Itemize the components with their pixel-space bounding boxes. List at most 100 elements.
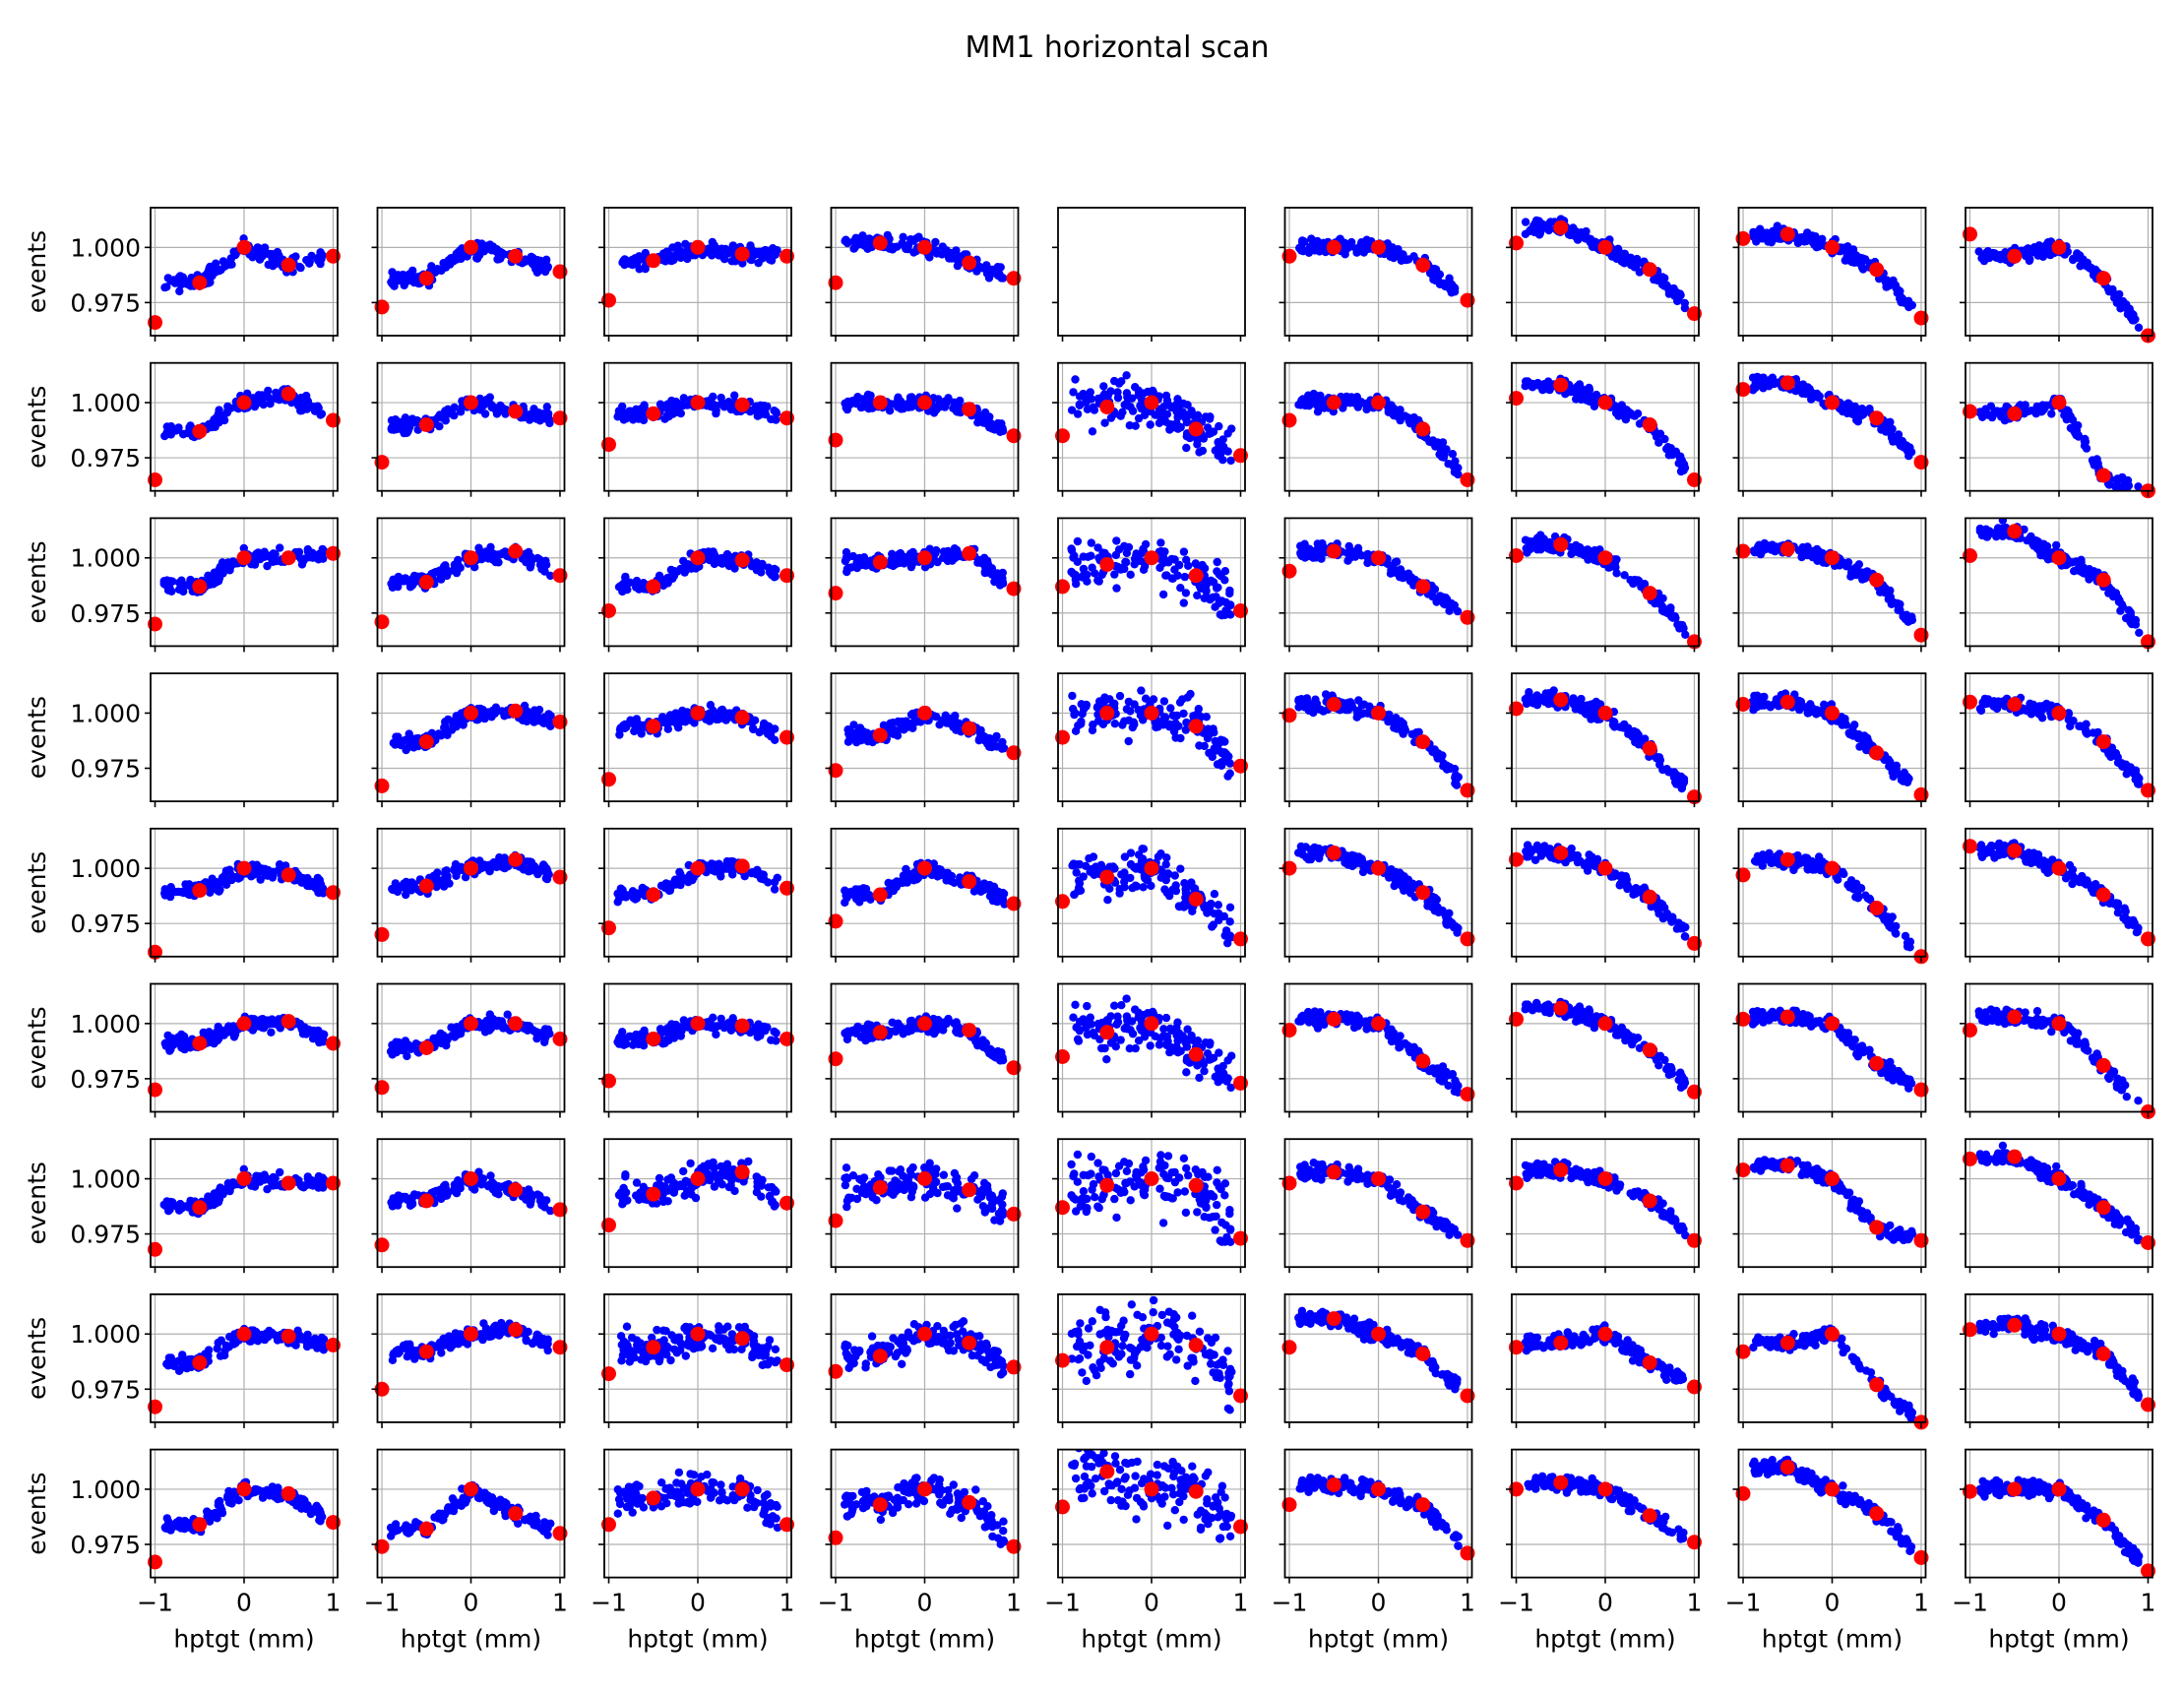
scan-point (985, 418, 995, 427)
scan-point (842, 552, 851, 562)
scan-point (720, 255, 729, 264)
scan-point (1521, 218, 1530, 226)
scan-point (730, 391, 739, 400)
scan-point (487, 246, 496, 255)
scan-point (1298, 236, 1307, 245)
scan-point (296, 554, 306, 564)
scan-point (1428, 588, 1437, 597)
scan-point (656, 574, 665, 583)
scan-point (753, 411, 762, 420)
scan-point (1680, 303, 1690, 313)
subplot-r2-c7 (1506, 361, 1702, 497)
scan-point (663, 724, 672, 733)
scan-point (433, 265, 443, 274)
scan-point (1450, 468, 1460, 476)
scan-point (1653, 276, 1661, 284)
scan-point (2033, 537, 2042, 546)
scan-point (943, 556, 953, 566)
subplot-r3-c7 (1506, 517, 1702, 653)
scan-point (2088, 456, 2097, 465)
scan-point (1099, 382, 1108, 391)
scan-point (1341, 250, 1349, 259)
scan-point (185, 581, 194, 590)
scan-point (260, 243, 270, 252)
summary-point (917, 705, 932, 721)
scan-point (1102, 390, 1112, 400)
scan-point (2117, 482, 2127, 491)
scan-point (2040, 551, 2049, 560)
scan-point (1117, 377, 1126, 386)
summary-point (646, 406, 661, 421)
scan-point (1907, 300, 1917, 310)
scan-point (1812, 391, 1821, 401)
scan-point (526, 563, 534, 572)
scan-point (1141, 539, 1151, 549)
scan-point (390, 739, 400, 748)
summary-point (1099, 557, 1115, 572)
scan-point (545, 418, 554, 428)
scan-point (185, 423, 194, 432)
scan-point (1088, 427, 1097, 436)
scan-point (1122, 389, 1132, 398)
scan-point (1591, 555, 1599, 564)
scan-point (1838, 402, 1846, 410)
subplot-r1-c3 (598, 207, 794, 342)
scan-point (1211, 602, 1219, 611)
scan-point (746, 241, 755, 250)
summary-point (690, 239, 706, 255)
scan-point (1999, 527, 2008, 535)
scan-point (2052, 540, 2061, 550)
scan-point (1676, 290, 1685, 300)
scan-point (1676, 620, 1685, 630)
scan-point (1298, 247, 1308, 256)
scan-point (1667, 446, 1676, 455)
scan-point (858, 554, 867, 563)
scan-point (669, 714, 678, 723)
scan-point (1798, 542, 1807, 552)
scan-point (1527, 539, 1535, 548)
summary-point (1326, 395, 1342, 410)
summary-point (192, 423, 208, 439)
summary-point (1597, 239, 1613, 255)
scan-point (1086, 388, 1095, 397)
subplot-r2-c5 (1052, 361, 1248, 497)
summary-point (1869, 572, 1885, 588)
scan-point (2047, 409, 2056, 418)
scan-point (1634, 576, 1643, 585)
scan-point (764, 563, 774, 572)
scan-point (2025, 256, 2034, 266)
scan-point (1115, 691, 1125, 701)
scan-point (1997, 409, 2007, 419)
scan-point (718, 559, 726, 568)
scan-point (1894, 601, 1903, 610)
scan-point (1585, 546, 1593, 555)
scan-point (1450, 283, 1459, 292)
summary-point (418, 271, 434, 286)
scan-point (1749, 227, 1758, 237)
scan-point (932, 404, 941, 412)
summary-point (508, 543, 524, 559)
scan-point (308, 548, 317, 557)
scan-point (906, 710, 916, 720)
scan-point (641, 265, 650, 274)
scan-point (889, 725, 899, 734)
scan-point (1067, 567, 1076, 577)
scan-point (1131, 421, 1140, 430)
scan-point (2021, 401, 2029, 409)
scan-point (545, 718, 554, 727)
scan-point (310, 405, 319, 414)
scan-point (1342, 548, 1352, 558)
scan-point (1610, 402, 1619, 410)
scan-point (1120, 401, 1129, 409)
scan-point (1071, 375, 1080, 384)
scan-point (1193, 591, 1202, 600)
scan-point (210, 578, 218, 587)
scan-point (535, 555, 544, 564)
scan-point (752, 402, 761, 410)
scan-point (2080, 437, 2090, 446)
subplot-r2-c6 (1279, 361, 1475, 497)
scan-point (212, 570, 220, 579)
scan-point (618, 258, 627, 267)
scan-point (533, 260, 542, 269)
scan-point (217, 411, 225, 420)
